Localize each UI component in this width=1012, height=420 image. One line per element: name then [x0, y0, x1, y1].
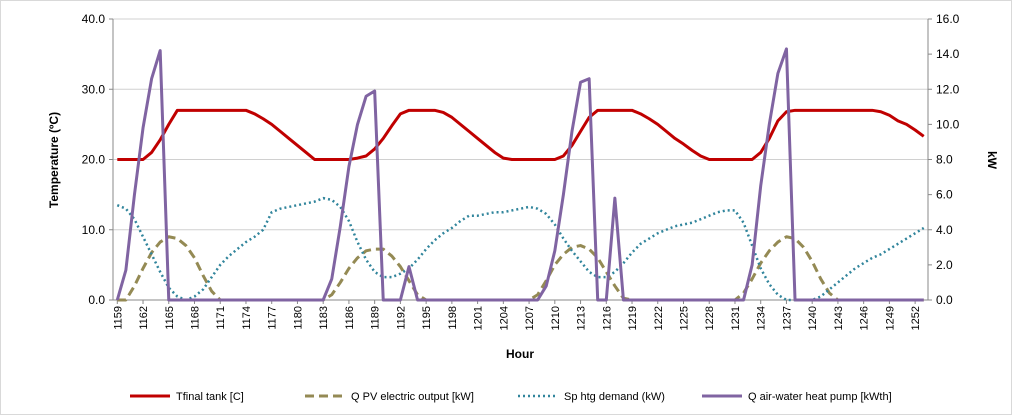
x-tick-label: 1195 [421, 306, 433, 330]
y2-tick-label: 12.0 [936, 82, 960, 96]
x-tick-label: 1237 [781, 306, 793, 330]
x-tick-label: 1249 [884, 306, 896, 330]
x-tick-label: 1198 [447, 306, 459, 330]
x-tick-label: 1159 [112, 306, 124, 330]
legend-label: Q PV electric output [kW] [351, 391, 474, 403]
x-tick-label: 1165 [164, 306, 176, 330]
x-tick-label: 1174 [241, 306, 253, 330]
x-tick-label: 1162 [138, 306, 150, 330]
x-tick-label: 1201 [473, 306, 485, 330]
series-line [116, 196, 925, 302]
x-tick-label: 1171 [215, 306, 227, 330]
x-tick-label: 1252 [910, 306, 922, 330]
x-axis-title: Hour [506, 347, 534, 361]
y-tick-label: 0.0 [88, 293, 105, 307]
x-tick-label: 1225 [679, 306, 691, 330]
x-tick-label: 1180 [292, 306, 304, 330]
x-tick-label: 1243 [833, 306, 845, 330]
y-tick-label: 40.0 [82, 12, 106, 26]
x-tick-label: 1204 [498, 306, 510, 330]
y2-tick-label: 4.0 [936, 223, 953, 237]
y2-tick-label: 16.0 [936, 12, 960, 26]
x-tick-label: 1246 [859, 306, 871, 330]
y2-axis-title: kW [985, 151, 999, 170]
series-line [115, 47, 924, 302]
y2-tick-label: 10.0 [936, 117, 960, 131]
x-tick-label: 1234 [756, 306, 768, 330]
y2-tick-label: 2.0 [936, 258, 953, 272]
x-tick-label: 1189 [370, 306, 382, 330]
y2-tick-label: 14.0 [936, 47, 960, 61]
y-tick-label: 10.0 [82, 223, 106, 237]
legend-label: Q air-water heat pump [kWth] [748, 391, 892, 403]
y-tick-label: 30.0 [82, 82, 106, 96]
y2-tick-label: 6.0 [936, 188, 953, 202]
y-axis-title: Temperature (ºC) [47, 112, 61, 208]
x-tick-label: 1183 [318, 306, 330, 330]
x-tick-label: 1210 [550, 306, 562, 330]
x-tick-label: 1177 [267, 306, 279, 330]
legend-label: Tfinal tank [C] [176, 391, 244, 403]
x-tick-label: 1213 [576, 306, 588, 330]
x-tick-label: 1240 [807, 306, 819, 330]
x-tick-label: 1228 [704, 306, 716, 330]
x-tick-label: 1186 [344, 306, 356, 330]
x-tick-label: 1168 [190, 306, 202, 330]
y2-tick-label: 8.0 [936, 153, 953, 167]
x-tick-label: 1216 [601, 306, 613, 330]
x-tick-label: 1222 [653, 306, 665, 330]
x-tick-label: 1231 [730, 306, 742, 330]
y2-tick-label: 0.0 [936, 293, 953, 307]
x-tick-label: 1192 [395, 306, 407, 330]
y-tick-label: 20.0 [82, 153, 106, 167]
x-tick-label: 1219 [627, 306, 639, 330]
legend-label: Sp htg demand (kW) [564, 391, 665, 403]
x-tick-label: 1207 [524, 306, 536, 330]
